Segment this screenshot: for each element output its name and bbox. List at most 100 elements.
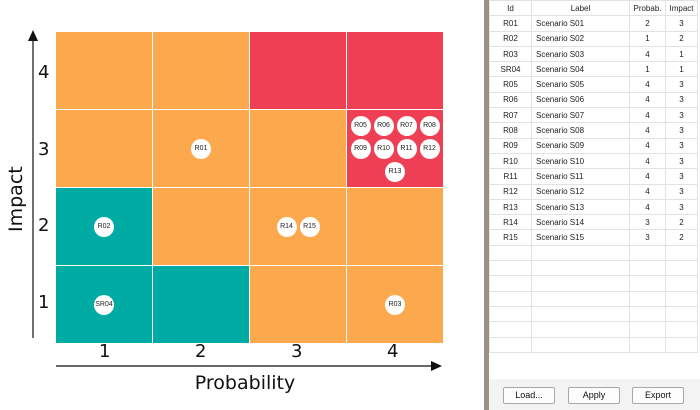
cell-id[interactable]: R09 [489,137,532,154]
cell-label[interactable]: Scenario S14 [531,214,630,231]
cell-label[interactable]: Scenario S11 [531,168,630,185]
table-row[interactable]: R15 Scenario S15 3 2 [489,229,698,246]
cell-probability[interactable]: 4 [629,107,666,124]
cell-id[interactable]: R06 [489,91,532,109]
cell-impact[interactable]: 3 [665,137,698,154]
apply-button[interactable]: Apply [568,387,620,404]
cell-impact[interactable]: 3 [665,183,698,200]
risk-marker-r12[interactable]: R12 [419,138,440,159]
cell-id[interactable]: R12 [489,183,532,200]
export-button[interactable]: Export [632,387,684,404]
empty-cell [629,275,666,292]
cell-id[interactable]: R07 [489,107,532,124]
table-row[interactable]: R02 Scenario S02 1 2 [489,30,698,47]
cell-label[interactable]: Scenario S15 [531,229,630,246]
cell-impact[interactable]: 3 [665,168,698,185]
cell-label[interactable]: Scenario S05 [531,76,630,93]
risk-marker-r05[interactable]: R05 [350,115,371,136]
cell-probability[interactable]: 4 [629,183,666,200]
cell-probability[interactable]: 4 [629,137,666,154]
cell-id[interactable]: R13 [489,198,532,216]
risk-marker-r09[interactable]: R09 [350,138,371,159]
cell-probability[interactable]: 1 [629,30,666,47]
table-row[interactable]: R14 Scenario S14 3 2 [489,214,698,231]
cell-impact[interactable]: 2 [665,214,698,231]
cell-label[interactable]: Scenario S01 [531,15,630,32]
cell-id[interactable]: R15 [489,229,532,246]
risk-marker-r15[interactable]: R15 [299,216,320,237]
cell-probability[interactable]: 4 [629,45,666,63]
cell-impact[interactable]: 3 [665,198,698,216]
cell-probability[interactable]: 3 [629,214,666,231]
table-row[interactable]: R06 Scenario S06 4 3 [489,91,698,109]
cell-id[interactable]: R01 [489,15,532,32]
cell-label[interactable]: Scenario S12 [531,183,630,200]
cell-probability[interactable]: 4 [629,76,666,93]
table-row[interactable]: R05 Scenario S05 4 3 [489,76,698,93]
cell-impact[interactable]: 3 [665,91,698,109]
cell-probability[interactable]: 4 [629,152,666,170]
risk-marker-r13[interactable]: R13 [385,161,405,182]
empty-cell [531,290,630,307]
risk-marker-r08[interactable]: R08 [419,115,440,136]
column-header-id[interactable]: Id [489,0,532,17]
table-row[interactable]: R12 Scenario S12 4 3 [489,183,698,200]
cell-label[interactable]: Scenario S03 [531,45,630,63]
risk-marker-sr04[interactable]: SR04 [94,294,114,315]
cell-id[interactable]: R03 [489,45,532,63]
cell-impact[interactable]: 2 [665,30,698,47]
cell-id[interactable]: SR04 [489,61,532,78]
column-header-label[interactable]: Label [531,0,630,17]
cell-probability[interactable]: 4 [629,198,666,216]
panel-splitter[interactable] [484,0,489,410]
cell-label[interactable]: Scenario S09 [531,137,630,154]
risk-marker-r14[interactable]: R14 [276,216,297,237]
cell-probability[interactable]: 4 [629,168,666,185]
cell-label[interactable]: Scenario S07 [531,107,630,124]
table-row[interactable]: R11 Scenario S11 4 3 [489,168,698,185]
cell-label[interactable]: Scenario S06 [531,91,630,109]
table-row[interactable]: R08 Scenario S08 4 3 [489,122,698,139]
cell-impact[interactable]: 3 [665,122,698,139]
cell-impact[interactable]: 3 [665,107,698,124]
cell-impact[interactable]: 3 [665,76,698,93]
cell-id[interactable]: R14 [489,214,532,231]
table-row[interactable]: SR04 Scenario S04 1 1 [489,61,698,78]
cell-impact[interactable]: 2 [665,229,698,246]
cell-label[interactable]: Scenario S04 [531,61,630,78]
cell-label[interactable]: Scenario S02 [531,30,630,47]
risk-marker-r02[interactable]: R02 [94,216,114,237]
cell-probability[interactable]: 4 [629,91,666,109]
cell-id[interactable]: R02 [489,30,532,47]
table-row[interactable]: R07 Scenario S07 4 3 [489,107,698,124]
cell-probability[interactable]: 4 [629,122,666,139]
column-header-probability[interactable]: Probab. [629,0,666,17]
cell-id[interactable]: R05 [489,76,532,93]
cell-impact[interactable]: 3 [665,152,698,170]
cell-probability[interactable]: 3 [629,229,666,246]
risk-marker-r03[interactable]: R03 [385,294,405,315]
cell-label[interactable]: Scenario S10 [531,152,630,170]
table-row[interactable]: R01 Scenario S01 2 3 [489,15,698,32]
risk-marker-r10[interactable]: R10 [373,138,394,159]
cell-label[interactable]: Scenario S13 [531,198,630,216]
table-row[interactable]: R09 Scenario S09 4 3 [489,137,698,154]
cell-probability[interactable]: 1 [629,61,666,78]
risk-marker-r11[interactable]: R11 [396,138,417,159]
cell-id[interactable]: R11 [489,168,532,185]
table-row[interactable]: R10 Scenario S10 4 3 [489,152,698,170]
cell-impact[interactable]: 1 [665,61,698,78]
cell-id[interactable]: R08 [489,122,532,139]
cell-impact[interactable]: 3 [665,15,698,32]
table-row[interactable]: R03 Scenario S03 4 1 [489,45,698,63]
load-button[interactable]: Load... [503,387,555,404]
cell-label[interactable]: Scenario S08 [531,122,630,139]
cell-id[interactable]: R10 [489,152,532,170]
risk-marker-r06[interactable]: R06 [373,115,394,136]
cell-impact[interactable]: 1 [665,45,698,63]
table-row[interactable]: R13 Scenario S13 4 3 [489,198,698,216]
risk-marker-r07[interactable]: R07 [396,115,417,136]
cell-probability[interactable]: 2 [629,15,666,32]
column-header-impact[interactable]: Impact [665,0,698,17]
risk-marker-r01[interactable]: R01 [191,138,211,159]
